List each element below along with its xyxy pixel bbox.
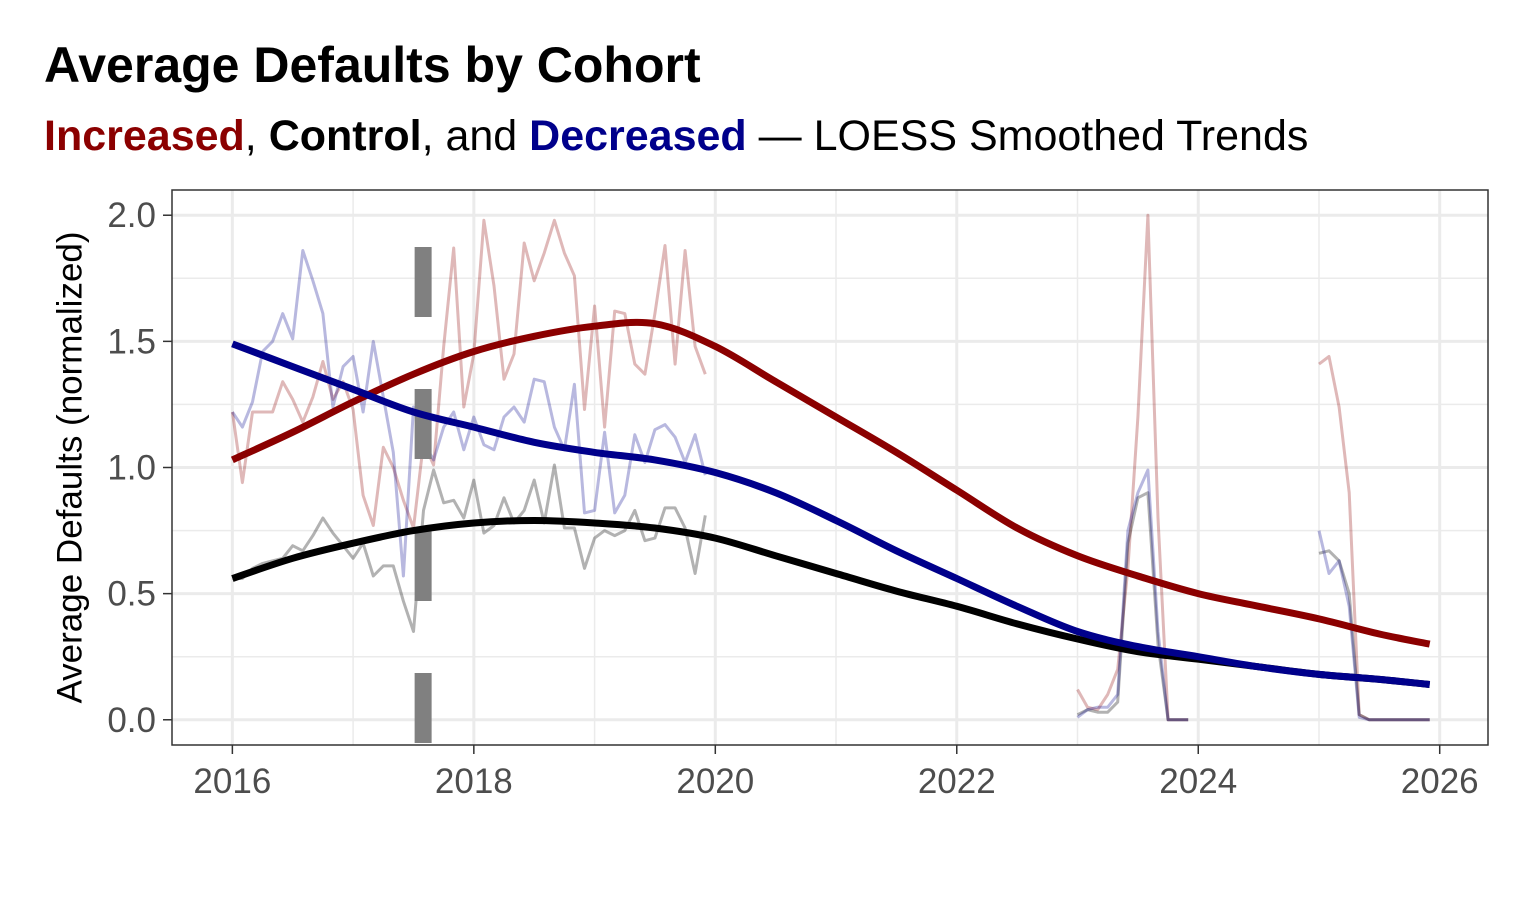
x-tick-label: 2016 [193,762,271,801]
axis-ticks: 2016 2018 2020 2022 2024 2026 0.0 0.5 1.0 1.5 2.0 [107,196,1478,801]
raw-line-control [232,463,707,633]
y-tick-label: 2.0 [107,196,156,235]
raw-line-increased [1076,213,1189,722]
subtitle-increased: Increased [44,112,245,160]
chart-title: Average Defaults by Cohort [44,37,701,93]
y-axis-label: Average Defaults (normalized) [50,231,89,703]
subtitle-rest: — LOESS Smoothed Trends [746,112,1309,160]
subtitle-sep1: , [244,112,269,160]
y-tick-label: 1.0 [107,449,156,488]
y-tick-label: 0.5 [107,575,156,614]
raw-line-decreased [231,249,707,578]
x-tick-label: 2020 [676,762,754,801]
smooth-series-lines [230,318,1431,688]
chart-subtitle: Increased, Control, and Decreased — LOES… [44,112,1308,161]
x-tick-label: 2022 [918,762,996,801]
raw-line-increased [1318,355,1430,722]
y-tick-label: 1.5 [107,322,156,361]
x-tick-label: 2018 [435,762,513,801]
raw-line-decreased [1317,530,1430,722]
smooth-line-increased [230,318,1431,648]
x-tick-label: 2026 [1401,762,1479,801]
subtitle-decreased: Decreased [529,112,747,160]
x-tick-label: 2024 [1159,762,1237,801]
y-tick-label: 0.0 [107,701,156,740]
raw-line-decreased [1076,468,1189,722]
subtitle-sep2: , and [421,112,530,160]
subtitle-control: Control [268,112,422,160]
grid-lines [172,190,1488,745]
raw-line-control [1076,491,1189,722]
raw-line-control [1318,549,1430,722]
smooth-line-decreased [231,340,1431,688]
